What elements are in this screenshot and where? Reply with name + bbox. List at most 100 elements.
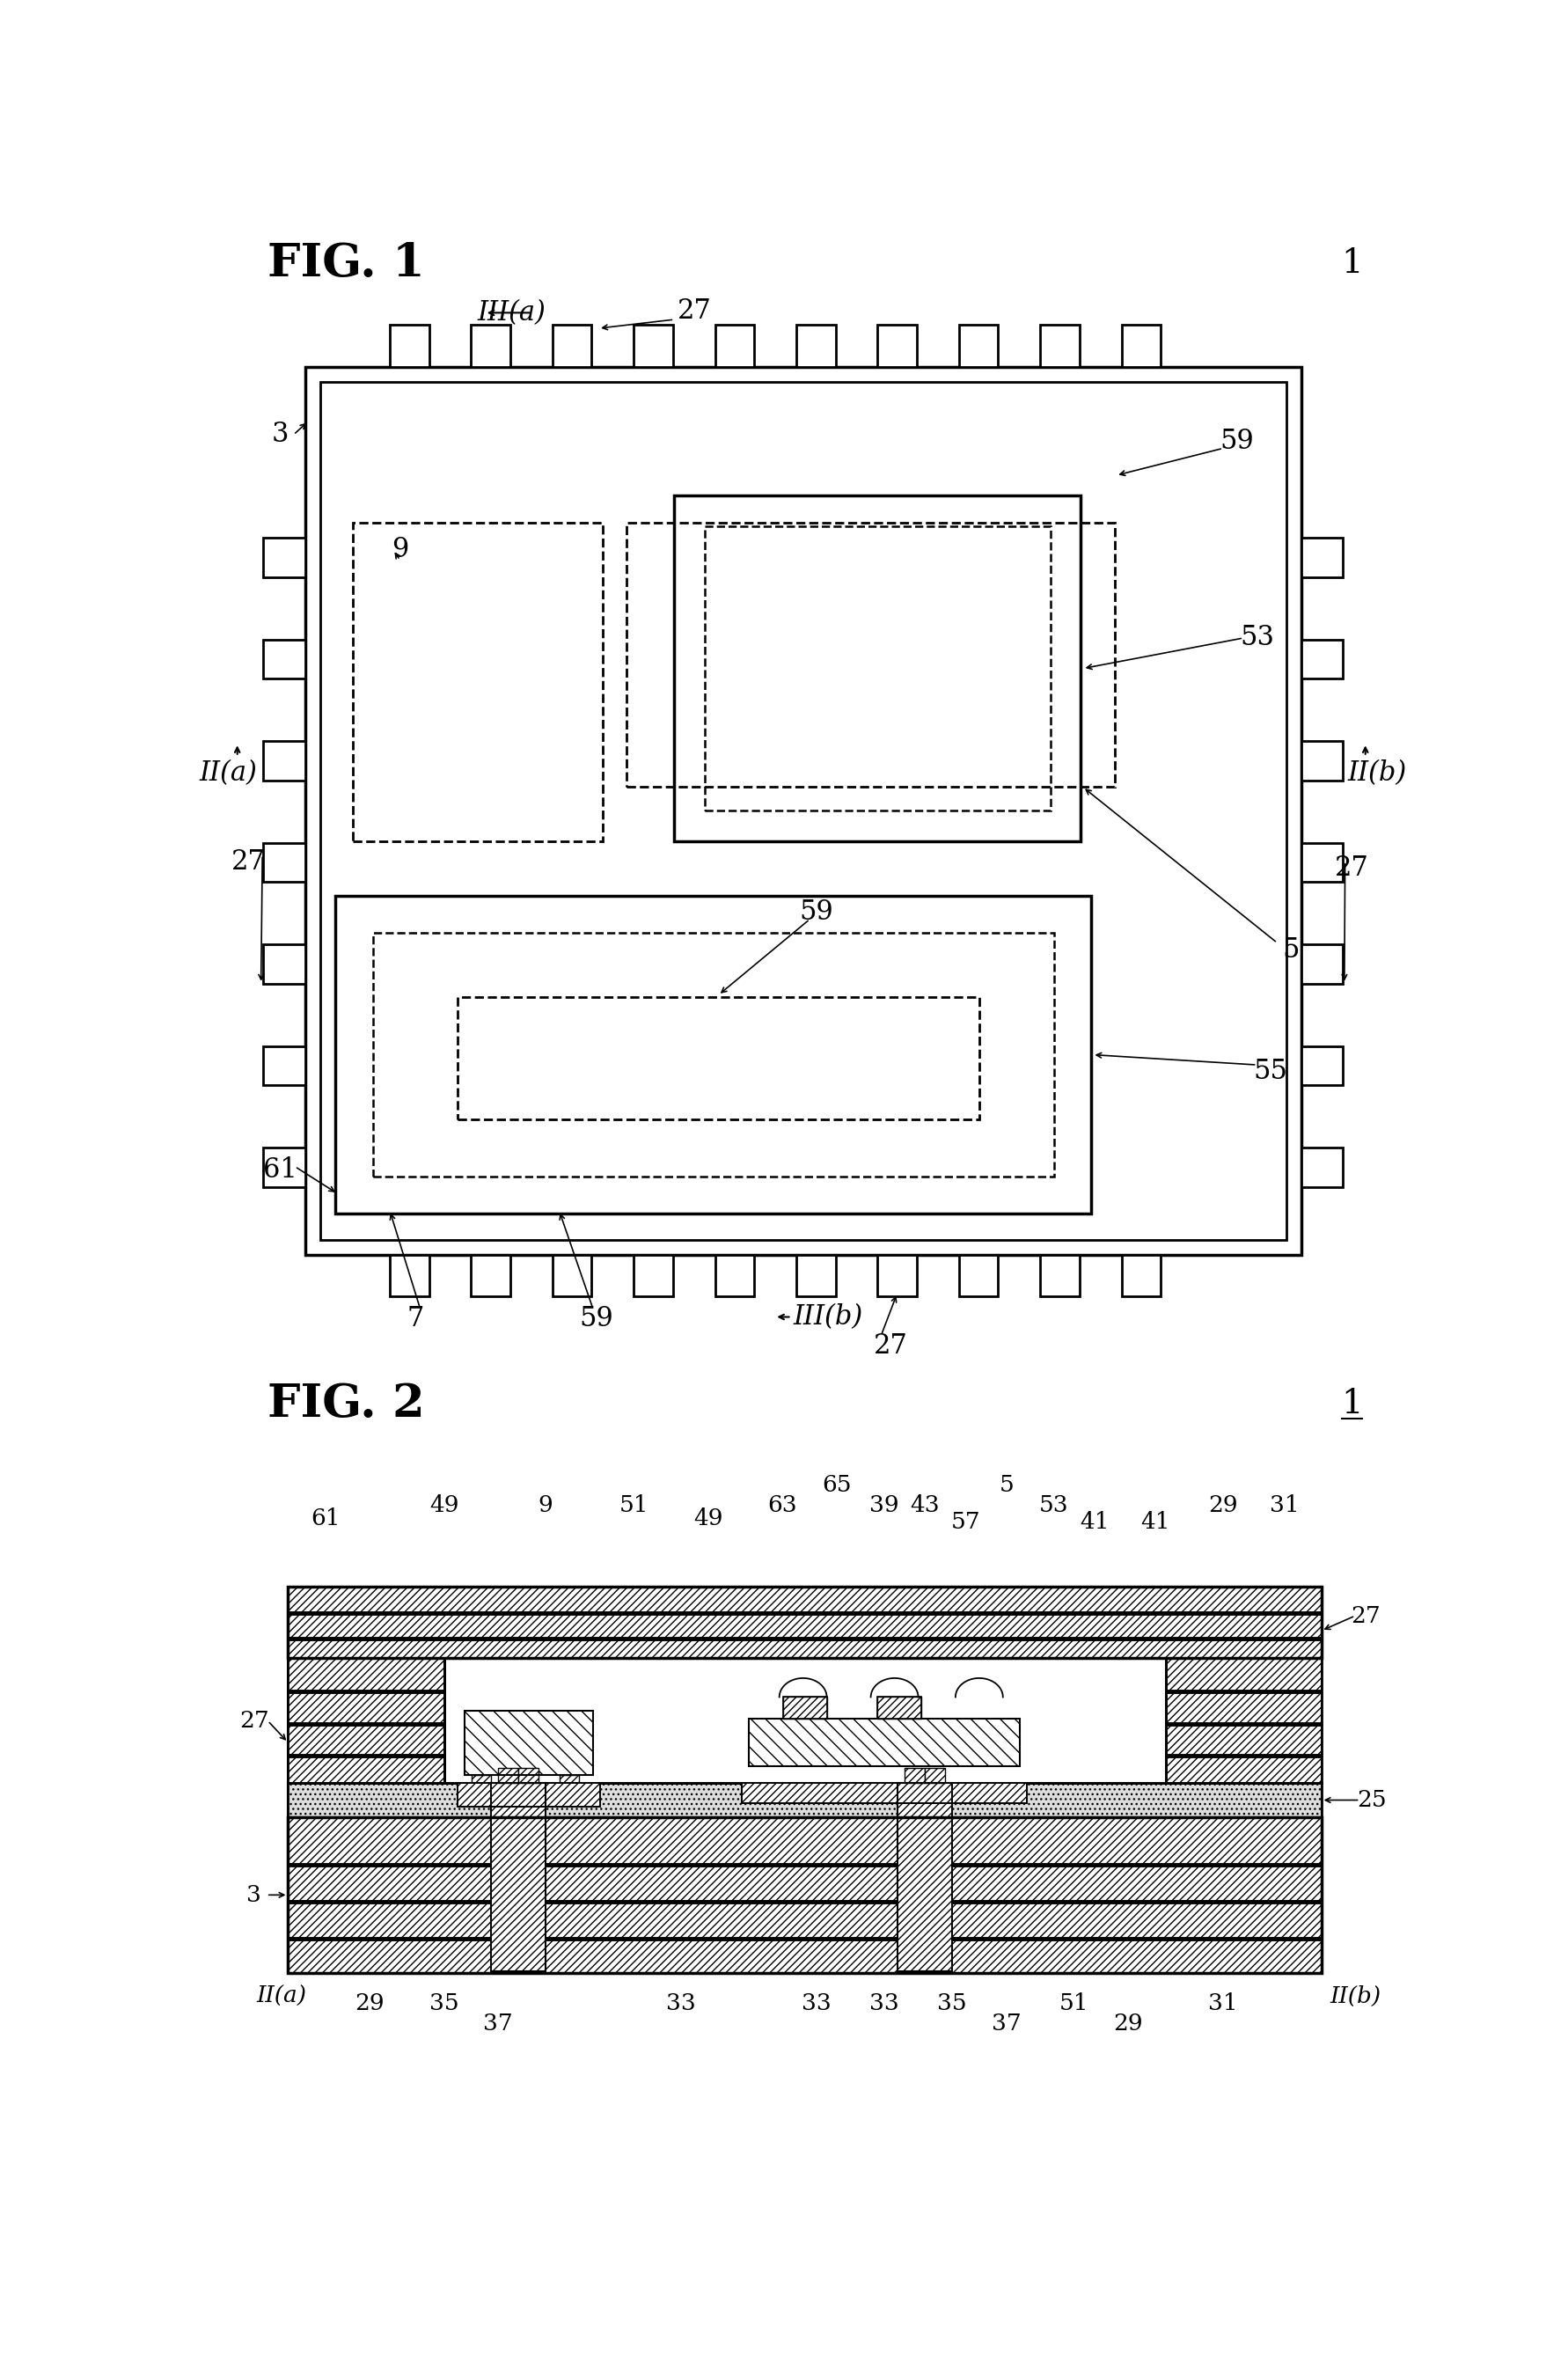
Bar <box>1165 1658 1320 1784</box>
Text: 49: 49 <box>430 1495 458 1516</box>
Bar <box>958 1256 997 1296</box>
Bar <box>552 1256 591 1296</box>
Text: 59: 59 <box>579 1305 613 1334</box>
Bar <box>877 1696 920 1720</box>
Bar <box>263 741 304 779</box>
Text: 51: 51 <box>618 1495 648 1516</box>
Bar <box>289 1817 1320 1973</box>
Bar <box>715 325 754 367</box>
Bar <box>877 1696 920 1720</box>
Text: 27: 27 <box>232 848 265 874</box>
Text: 55: 55 <box>1253 1059 1287 1085</box>
Bar <box>782 1696 826 1720</box>
Bar <box>499 1767 517 1784</box>
Text: 35: 35 <box>430 1992 458 2014</box>
Text: 37: 37 <box>483 2014 513 2035</box>
Text: 5: 5 <box>1281 936 1298 964</box>
Text: 9: 9 <box>538 1495 552 1516</box>
Bar <box>1040 1256 1079 1296</box>
Text: 59: 59 <box>800 898 833 926</box>
Text: 57: 57 <box>950 1511 980 1533</box>
Bar <box>1040 325 1079 367</box>
Text: 27: 27 <box>873 1331 908 1360</box>
Text: III(b): III(b) <box>792 1303 862 1331</box>
Bar <box>470 325 510 367</box>
Text: 65: 65 <box>822 1474 851 1495</box>
Text: 61: 61 <box>263 1156 296 1184</box>
Bar <box>560 1774 579 1793</box>
Bar <box>263 1147 304 1187</box>
Bar <box>925 1767 946 1784</box>
Text: 51: 51 <box>1058 1992 1088 2014</box>
Bar <box>289 1587 1320 1658</box>
Text: 25: 25 <box>1356 1789 1386 1810</box>
Text: II(a): II(a) <box>256 1985 306 2007</box>
Bar <box>353 524 602 841</box>
Text: 63: 63 <box>767 1495 797 1516</box>
Bar <box>1165 1658 1320 1784</box>
Bar <box>444 1658 1165 1784</box>
Text: 1: 1 <box>1341 1388 1363 1419</box>
Text: 27: 27 <box>240 1710 270 1732</box>
Bar <box>748 1720 1019 1767</box>
Bar <box>289 1658 444 1784</box>
Text: 43: 43 <box>909 1495 939 1516</box>
Bar <box>748 1720 1019 1767</box>
Bar <box>877 1256 916 1296</box>
Text: 53: 53 <box>1239 625 1273 651</box>
Bar <box>263 538 304 578</box>
Text: III(a): III(a) <box>477 298 546 327</box>
Text: 39: 39 <box>869 1495 898 1516</box>
Bar <box>304 367 1300 1256</box>
Bar <box>674 495 1080 841</box>
Bar <box>742 1784 1025 1803</box>
Bar <box>905 1767 925 1784</box>
Text: 27: 27 <box>1334 855 1369 881</box>
Text: 31: 31 <box>1207 1992 1237 2014</box>
Text: 29: 29 <box>1207 1495 1237 1516</box>
Bar <box>627 524 1115 787</box>
Bar <box>472 1774 491 1793</box>
Bar <box>464 1710 593 1774</box>
Bar <box>517 1767 538 1784</box>
Bar <box>458 997 978 1118</box>
Text: 9: 9 <box>390 535 408 564</box>
Bar <box>704 526 1049 810</box>
Text: 53: 53 <box>1038 1495 1068 1516</box>
Bar <box>1300 538 1342 578</box>
Bar <box>289 1817 1320 1973</box>
Bar <box>389 325 428 367</box>
Text: 5: 5 <box>999 1474 1013 1495</box>
Bar <box>458 1784 599 1808</box>
Text: 59: 59 <box>1218 429 1253 455</box>
Bar <box>958 325 997 367</box>
Bar <box>289 1658 444 1784</box>
Bar <box>289 1784 1320 1817</box>
Bar <box>289 1784 1320 1817</box>
Bar <box>373 933 1054 1177</box>
Bar <box>491 1784 546 1971</box>
Bar <box>289 1587 1320 1658</box>
Bar <box>263 1047 304 1085</box>
Bar <box>1300 843 1342 881</box>
Text: 33: 33 <box>869 1992 898 2014</box>
Bar <box>797 325 836 367</box>
Text: FIG. 1: FIG. 1 <box>268 242 425 287</box>
Bar <box>470 1256 510 1296</box>
Bar <box>897 1784 952 1971</box>
Bar <box>742 1784 1025 1803</box>
Text: 31: 31 <box>1269 1495 1298 1516</box>
Bar <box>263 843 304 881</box>
Text: 33: 33 <box>666 1992 696 2014</box>
Bar <box>897 1784 952 1971</box>
Text: 41: 41 <box>1079 1511 1109 1533</box>
Text: 49: 49 <box>693 1509 723 1530</box>
Bar <box>797 1256 836 1296</box>
Text: II(a): II(a) <box>199 760 257 787</box>
Text: 61: 61 <box>310 1509 340 1530</box>
Text: 3: 3 <box>271 422 289 448</box>
Text: 27: 27 <box>677 298 712 325</box>
Text: 37: 37 <box>991 2014 1021 2035</box>
Bar <box>516 1774 535 1793</box>
Text: 1: 1 <box>1341 249 1363 280</box>
